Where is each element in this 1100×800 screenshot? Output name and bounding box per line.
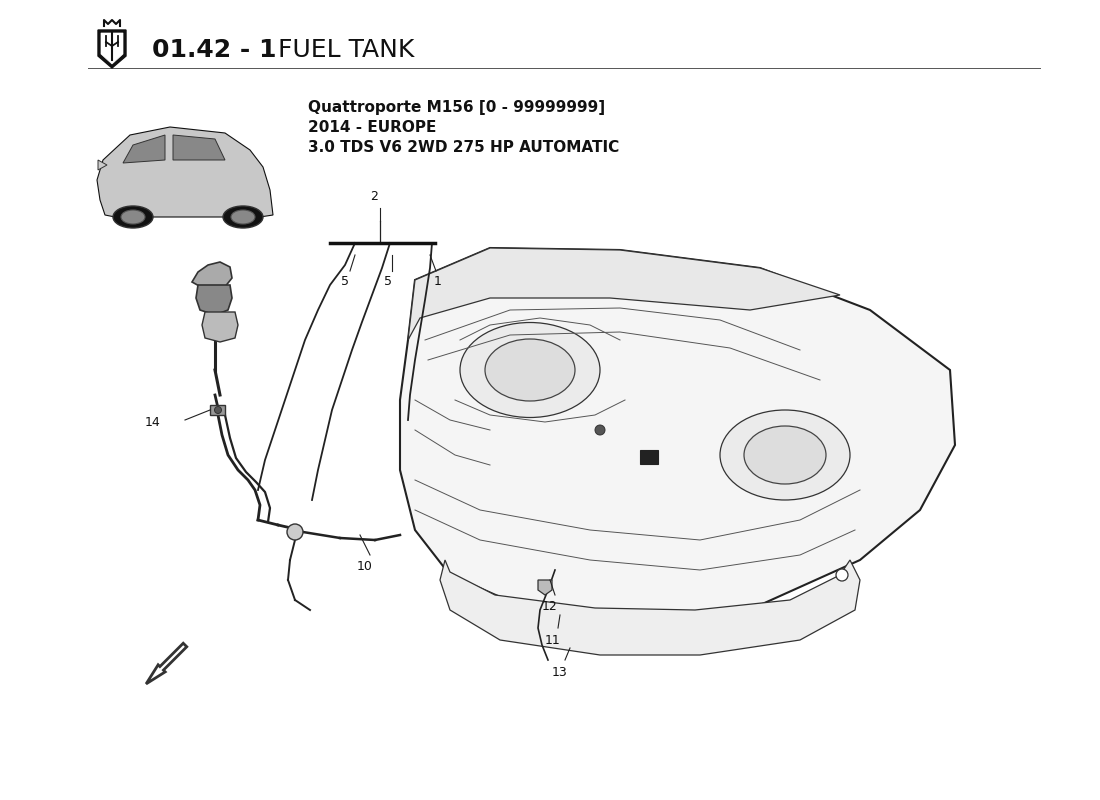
Text: 11: 11	[546, 634, 561, 647]
Text: 1: 1	[434, 275, 442, 288]
Text: 5: 5	[341, 275, 349, 288]
Polygon shape	[98, 160, 107, 170]
Text: Quattroporte M156 [0 - 99999999]: Quattroporte M156 [0 - 99999999]	[308, 100, 605, 115]
Text: 12: 12	[542, 600, 558, 613]
Circle shape	[214, 406, 221, 414]
Bar	[640, 450, 658, 464]
Polygon shape	[538, 580, 552, 595]
Text: 01.42 - 1: 01.42 - 1	[152, 38, 276, 62]
Polygon shape	[173, 135, 225, 160]
Ellipse shape	[113, 206, 153, 228]
Polygon shape	[196, 285, 232, 315]
Polygon shape	[146, 643, 187, 684]
Text: 2014 - EUROPE: 2014 - EUROPE	[308, 120, 437, 135]
Ellipse shape	[223, 206, 263, 228]
Text: 13: 13	[552, 666, 568, 679]
Polygon shape	[408, 248, 840, 340]
Ellipse shape	[460, 322, 600, 418]
Polygon shape	[97, 127, 273, 217]
Polygon shape	[400, 248, 955, 620]
Text: 10: 10	[358, 560, 373, 573]
Polygon shape	[98, 30, 126, 68]
Circle shape	[287, 524, 303, 540]
Polygon shape	[202, 312, 238, 342]
Text: 5: 5	[384, 275, 392, 288]
Circle shape	[595, 425, 605, 435]
Ellipse shape	[744, 426, 826, 484]
Polygon shape	[101, 33, 123, 64]
Polygon shape	[123, 135, 165, 163]
Text: 2: 2	[370, 190, 378, 203]
Ellipse shape	[231, 210, 255, 224]
Ellipse shape	[720, 410, 850, 500]
Polygon shape	[440, 560, 860, 655]
Text: 14: 14	[144, 415, 159, 429]
Polygon shape	[192, 262, 232, 292]
Ellipse shape	[485, 339, 575, 401]
Ellipse shape	[121, 210, 145, 224]
Text: FUEL TANK: FUEL TANK	[270, 38, 415, 62]
Circle shape	[836, 569, 848, 581]
Bar	[210, 405, 225, 415]
Text: 3.0 TDS V6 2WD 275 HP AUTOMATIC: 3.0 TDS V6 2WD 275 HP AUTOMATIC	[308, 140, 619, 155]
